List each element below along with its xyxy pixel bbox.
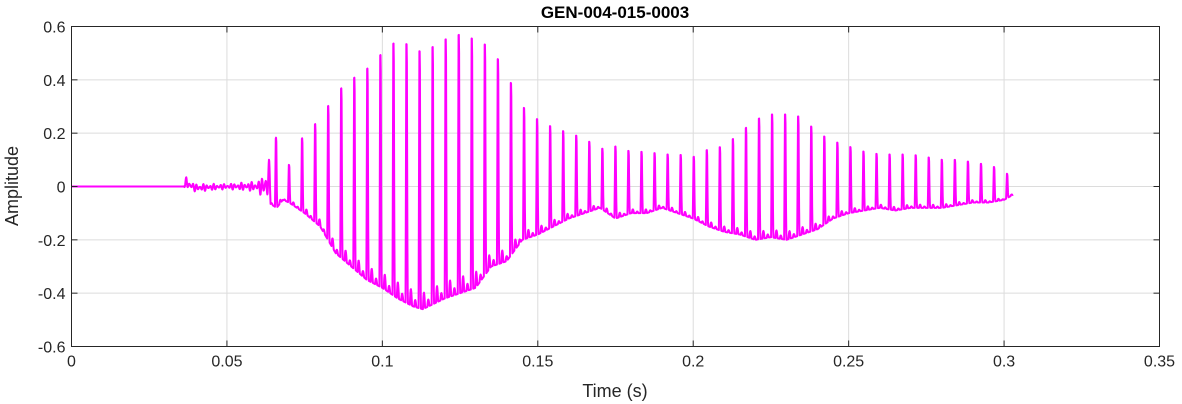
- x-tick-label: 0.05: [211, 354, 242, 371]
- y-tick-label: 0: [57, 180, 66, 197]
- y-tick-label: -0.6: [38, 340, 66, 357]
- tick-labels-layer: 0 0.05 0.1 0.15 0.2 0.25 0.3 0.35 -0.6 -0.4 -0.2 0 0…: [38, 20, 1175, 371]
- ticks-layer: [71, 26, 1160, 347]
- y-tick-label: -0.2: [38, 233, 66, 250]
- x-tick-label: 0.1: [371, 354, 393, 371]
- y-axis-label: Amplitude: [2, 146, 22, 226]
- x-tick-label: 0.35: [1144, 354, 1175, 371]
- y-tick-label: -0.4: [38, 286, 66, 303]
- waveform-series-line: [70, 33, 1014, 311]
- x-tick-label: 0: [67, 354, 76, 371]
- x-tick-label: 0.2: [682, 354, 704, 371]
- x-tick-label: 0.25: [833, 354, 864, 371]
- chart-title: GEN-004-015-0003: [541, 3, 689, 22]
- y-tick-label: 0.2: [43, 126, 65, 143]
- y-tick-label: 0.6: [43, 20, 65, 37]
- y-tick-label: 0.4: [43, 73, 65, 90]
- plot-area: [70, 33, 1014, 311]
- x-axis-label: Time (s): [582, 381, 647, 401]
- x-tick-label: 0.15: [522, 354, 553, 371]
- x-tick-label: 0.3: [993, 354, 1015, 371]
